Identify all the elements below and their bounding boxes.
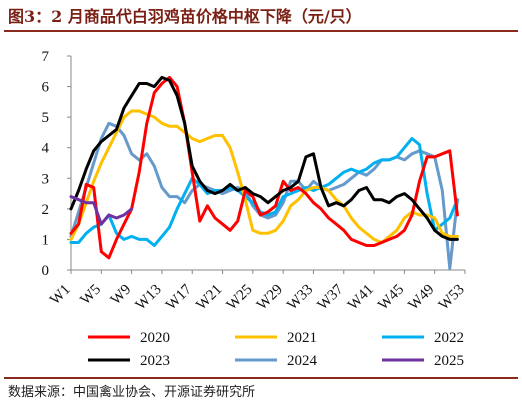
- series-line-2025: [69, 195, 134, 226]
- x-tick-label: W17: [163, 281, 195, 313]
- y-tick-label: 3: [42, 171, 50, 187]
- series-line-2020: [69, 75, 459, 260]
- y-tick-label: 2: [42, 202, 50, 218]
- y-tick-label: 5: [42, 110, 50, 126]
- y-tick-label: 4: [42, 141, 50, 157]
- legend-label-2020: 2020: [140, 330, 170, 346]
- legend-label-2025: 2025: [434, 353, 464, 369]
- x-tick-label: W33: [284, 282, 316, 314]
- x-tick-label: W37: [315, 281, 347, 313]
- footer-divider: [4, 377, 518, 379]
- legend-label-2023: 2023: [140, 353, 170, 369]
- x-tick-label: W1: [47, 282, 74, 309]
- series-line-2021: [69, 109, 459, 244]
- chart-series: [69, 75, 459, 270]
- y-tick-label: 7: [42, 49, 50, 65]
- series-line-2022: [69, 137, 459, 247]
- y-tick-label: 6: [42, 80, 50, 96]
- title-divider: [4, 30, 518, 32]
- x-tick-label: W49: [406, 282, 438, 314]
- x-tick-label: W25: [224, 282, 256, 314]
- y-tick-label: 1: [42, 232, 50, 248]
- legend-label-2022: 2022: [434, 330, 464, 346]
- x-tick-label: W29: [254, 282, 286, 314]
- x-tick-label: W9: [108, 282, 135, 309]
- x-tick-label: W5: [77, 282, 104, 309]
- x-tick-label: W53: [436, 282, 468, 314]
- chart-legend: 2020 2021 2022 2023 2024 2025: [88, 330, 464, 369]
- y-tick-label: 0: [42, 263, 50, 279]
- source-note: 数据来源：中国禽业协会、开源证券研究所: [8, 385, 256, 400]
- legend-label-2021: 2021: [287, 330, 317, 346]
- chart-title: 图3：2 月商品代白羽鸡苗价格中枢下降（元/只）: [8, 7, 362, 26]
- x-tick-label: W13: [133, 282, 165, 314]
- series-line-2023: [69, 75, 459, 241]
- legend-label-2024: 2024: [287, 353, 318, 369]
- x-tick-label: W21: [193, 282, 225, 314]
- x-tick-label: W45: [375, 282, 407, 314]
- x-tick-label: W41: [345, 282, 377, 314]
